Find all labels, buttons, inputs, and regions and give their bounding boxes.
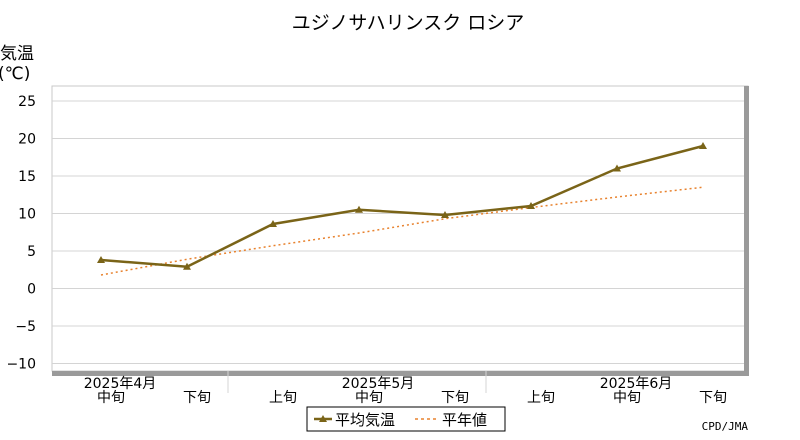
legend-box [306,406,506,432]
x-month-label: 2025年6月 [600,376,673,392]
x-tick-label: 下旬 [441,390,469,406]
x-tick-label: 中旬 [613,390,641,406]
y-tick-label: −10 [6,357,36,373]
y-tick-label: 20 [18,132,36,148]
legend-label-normal: 平年値 [442,411,487,429]
chart-title: ユジノサハリンスク ロシア [292,12,525,34]
credit-text: CPD/JMA [702,420,749,433]
grid-lines [52,100,744,364]
y-tick-label: 15 [18,169,36,185]
data-point-avg [355,205,363,213]
plot-frame [51,85,749,376]
x-tick-label: 中旬 [97,390,125,406]
data-point-avg [527,202,535,209]
x-month-label: 2025年5月 [342,376,415,392]
legend-label-avg: 平均気温 [335,411,395,429]
data-point-avg [441,211,449,218]
y-tick-label: 10 [18,207,36,223]
x-tick-label: 上旬 [527,390,555,406]
y-tick-label: 5 [27,244,36,260]
x-axis-categories: 中旬 下旬 上旬 中旬 下旬 上旬 中旬 下旬 2025年4月 2025年5月 2025年6月 [84,371,727,406]
x-tick-label: 中旬 [355,390,383,406]
y-tick-label: 25 [18,94,36,110]
y-axis-ticks: −10 −5 0 5 10 15 20 25 [6,94,36,373]
series-layer [97,142,707,276]
y-axis-label: 気温 [0,44,34,64]
y-axis-unit: (℃) [0,64,30,84]
x-month-label: 2025年4月 [84,376,157,392]
legend: 平均気温 平年値 [306,406,506,432]
legend-marker-avg [319,415,327,422]
x-tick-label: 下旬 [699,390,727,406]
data-point-avg [97,256,105,263]
data-point-avg [699,142,707,149]
y-tick-label: −5 [15,319,36,335]
data-point-avg [183,262,191,270]
x-tick-label: 上旬 [269,390,297,406]
data-point-avg [269,220,277,227]
x-tick-label: 下旬 [183,390,211,406]
series-line-avg [100,144,704,269]
y-tick-label: 0 [27,282,36,298]
data-point-avg [613,164,621,172]
series-line-normal [100,186,704,276]
